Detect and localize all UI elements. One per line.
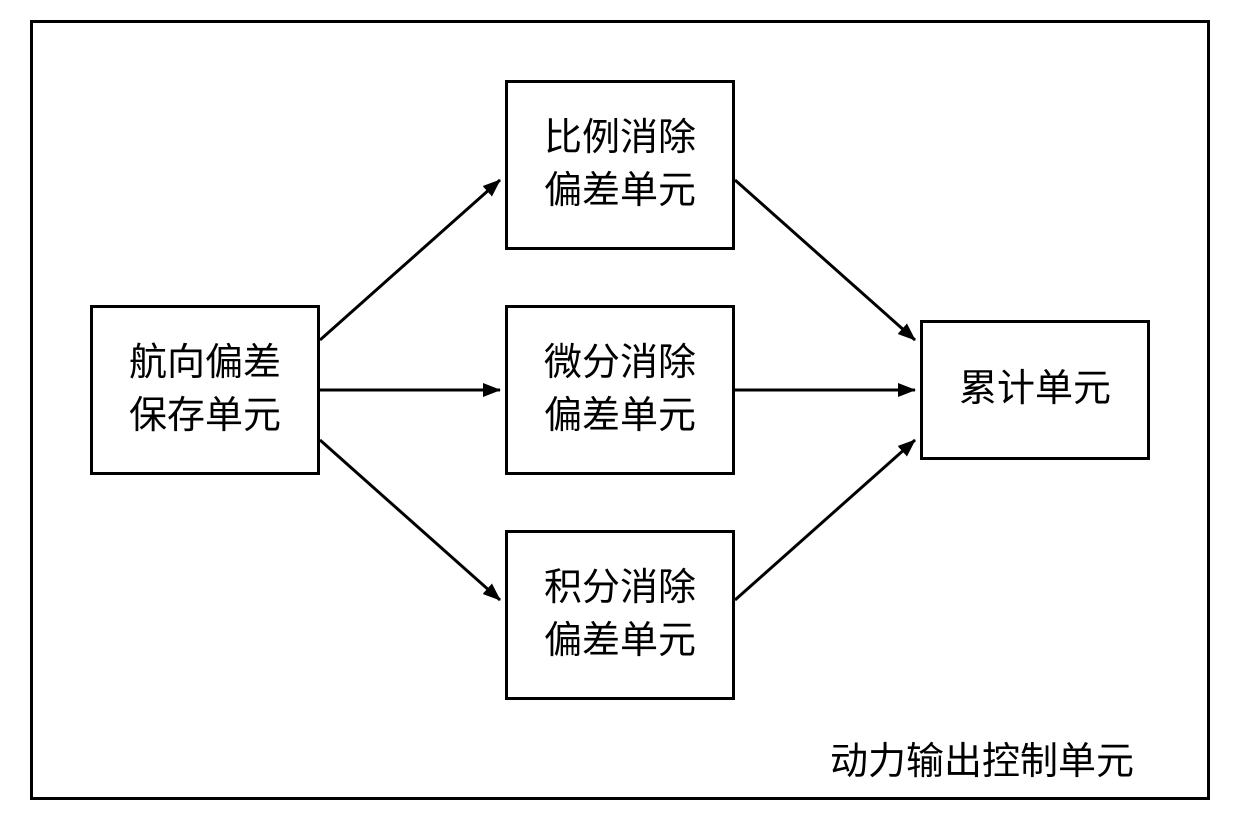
node-top: 比例消除偏差单元 <box>505 80 735 250</box>
node-source-label: 航向偏差保存单元 <box>129 337 281 443</box>
node-sink: 累计单元 <box>920 320 1150 460</box>
node-source: 航向偏差保存单元 <box>90 305 320 475</box>
node-mid: 微分消除偏差单元 <box>505 305 735 475</box>
node-sink-label: 累计单元 <box>959 363 1111 416</box>
caption-text: 动力输出控制单元 <box>830 741 1134 783</box>
node-bot-label: 积分消除偏差单元 <box>544 562 696 668</box>
diagram-caption: 动力输出控制单元 <box>830 730 1134 785</box>
node-top-label: 比例消除偏差单元 <box>544 112 696 218</box>
node-mid-label: 微分消除偏差单元 <box>544 337 696 443</box>
node-bot: 积分消除偏差单元 <box>505 530 735 700</box>
